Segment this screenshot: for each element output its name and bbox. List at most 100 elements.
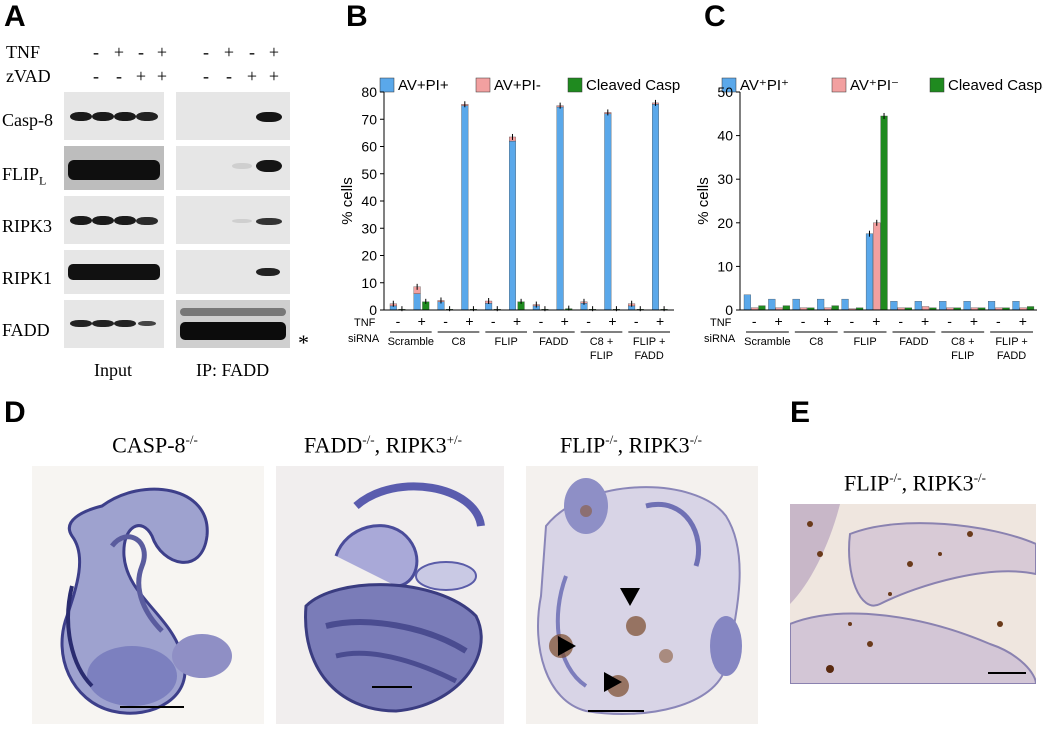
legend-label: AV+PI+ [398, 77, 449, 94]
blot-input-fadd [64, 300, 164, 348]
y-tick-label: 10 [361, 275, 377, 291]
blot-label-fadd: FADD [2, 320, 50, 340]
legend-swatch [929, 77, 945, 93]
sirna-group-label: C8 [451, 336, 465, 348]
bar-av-pi-pos [768, 298, 776, 311]
tnf-sign: - [898, 313, 903, 329]
arrowhead-icon [620, 588, 640, 606]
sirna-group-label: C8 + [590, 336, 614, 348]
y-tick-label: 40 [361, 193, 377, 209]
legend-swatch [721, 77, 737, 93]
input-column-label: Input [94, 360, 132, 380]
legend-label: AV⁺PI⁺ [740, 77, 789, 94]
ip-column-label: IP: FADD [196, 360, 270, 380]
tnf-axis-label: TNF [710, 317, 732, 329]
chart-b-svg: AV+PI+ AV+PI- Cleaved Casp3 0 10 20 30 40 50 60 70… [339, 77, 680, 362]
scale-bar [372, 686, 412, 688]
histology-title-flip-ripk3: FLIP-/-, RIPK3-/- [560, 432, 702, 458]
tnf-sign: + [970, 313, 978, 329]
y-tick-label: 40 [717, 128, 733, 144]
tnf-sign: - [996, 313, 1001, 329]
blot-input-casp8 [64, 92, 164, 140]
legend-label: Cleaved Casp3 [586, 77, 680, 94]
bar-cleaved-casp3 [1026, 306, 1035, 311]
sirna-group-label: FLIP [590, 350, 613, 362]
blot-label-ripk1: RIPK1 [2, 268, 53, 288]
tnf-axis-label: TNF [354, 317, 376, 329]
treatment-sign: - [226, 66, 232, 86]
scale-bar [120, 706, 184, 708]
panel-b-letter: B [346, 0, 368, 33]
tnf-row-label: TNF [6, 42, 41, 62]
sirna-group-label: FLIP [951, 350, 974, 362]
tnf-sign: - [491, 313, 496, 329]
y-tick-label: 70 [361, 111, 377, 127]
treatment-sign: - [93, 66, 99, 86]
bar-av-pi-pos [865, 233, 874, 311]
legend-swatch [831, 77, 847, 93]
y-tick-label: 0 [369, 302, 377, 318]
y-axis-label: % cells [695, 177, 712, 225]
bar-av-pi-pos [509, 140, 516, 311]
histology-title-casp8: CASP-8-/- [112, 432, 198, 458]
tnf-sign: - [850, 313, 855, 329]
sirna-group-label: Scramble [388, 336, 434, 348]
treatment-sign: - [249, 42, 255, 62]
bar-av-pi-pos [413, 293, 421, 311]
y-axis-label: % cells [339, 177, 356, 225]
bar-av-pi-pos [817, 298, 825, 311]
treatment-sign: - [93, 42, 99, 62]
tnf-sign: + [418, 313, 426, 329]
tnf-sign: - [586, 313, 591, 329]
scale-bar [988, 672, 1026, 674]
blot-input-ripk1 [64, 250, 164, 294]
histology-title-panel-e: FLIP-/-, RIPK3-/- [844, 470, 986, 496]
legend-swatch [379, 77, 395, 93]
histology-title-fadd-ripk3: FADD-/-, RIPK3+/- [304, 432, 462, 458]
chart-c-svg: AV⁺PI⁺ AV⁺PI⁻ Cleaved Casp3 0 10 20 30 40 50 % ce… [695, 77, 1043, 362]
tnf-sign: - [752, 313, 757, 329]
bar-av-pi-neg [922, 306, 930, 311]
tnf-sign: + [561, 313, 569, 329]
treatment-sign: + [113, 42, 125, 62]
treatment-sign: + [156, 42, 168, 62]
blot-ip-flip [176, 146, 290, 190]
zvad-row-label: zVAD [6, 66, 51, 86]
blot-ip-casp8 [176, 92, 290, 140]
tnf-sign: - [539, 313, 544, 329]
treatment-sign: + [223, 42, 235, 62]
tnf-sign: - [443, 313, 448, 329]
blot-input-ripk3 [64, 196, 164, 244]
bar-av-pi-pos [743, 294, 751, 311]
bar-av-pi-pos [792, 298, 800, 311]
legend-label: Cleaved Casp3 [948, 77, 1043, 94]
scale-bar [588, 710, 644, 712]
blot-label-ripk3: RIPK3 [2, 216, 53, 236]
sirna-axis-label: siRNA [704, 333, 736, 345]
embryo-section-flip-ripk3 [526, 466, 758, 724]
legend-swatch [475, 77, 491, 93]
blot-ip-ripk1 [176, 250, 290, 294]
y-tick-label: 50 [361, 166, 377, 182]
treatment-sign: + [246, 66, 258, 86]
arrowhead-icon [558, 636, 576, 656]
sirna-group-label: FADD [997, 350, 1026, 362]
sirna-group-label: FADD [539, 336, 568, 348]
legend-label: AV⁺PI⁻ [850, 77, 899, 94]
treatment-sign: - [116, 66, 122, 86]
tnf-sign: - [801, 313, 806, 329]
bar-av-pi-pos [461, 105, 469, 311]
arrowhead-icon [604, 672, 622, 692]
bar-av-pi-pos [988, 301, 996, 311]
panel-a-letter: A [4, 0, 26, 33]
y-tick-label: 20 [361, 248, 377, 264]
tissue-closeup-flip-ripk3 [790, 504, 1036, 684]
blot-ip-ripk3 [176, 196, 290, 244]
bar-cleaved-casp3 [880, 115, 888, 311]
y-tick-label: 10 [717, 258, 733, 274]
sirna-group-label: FLIP [495, 336, 518, 348]
sirna-group-label: FADD [899, 336, 928, 348]
bar-cleaved-casp3 [831, 305, 839, 311]
treatment-sign: - [203, 42, 209, 62]
tnf-sign: - [634, 313, 639, 329]
